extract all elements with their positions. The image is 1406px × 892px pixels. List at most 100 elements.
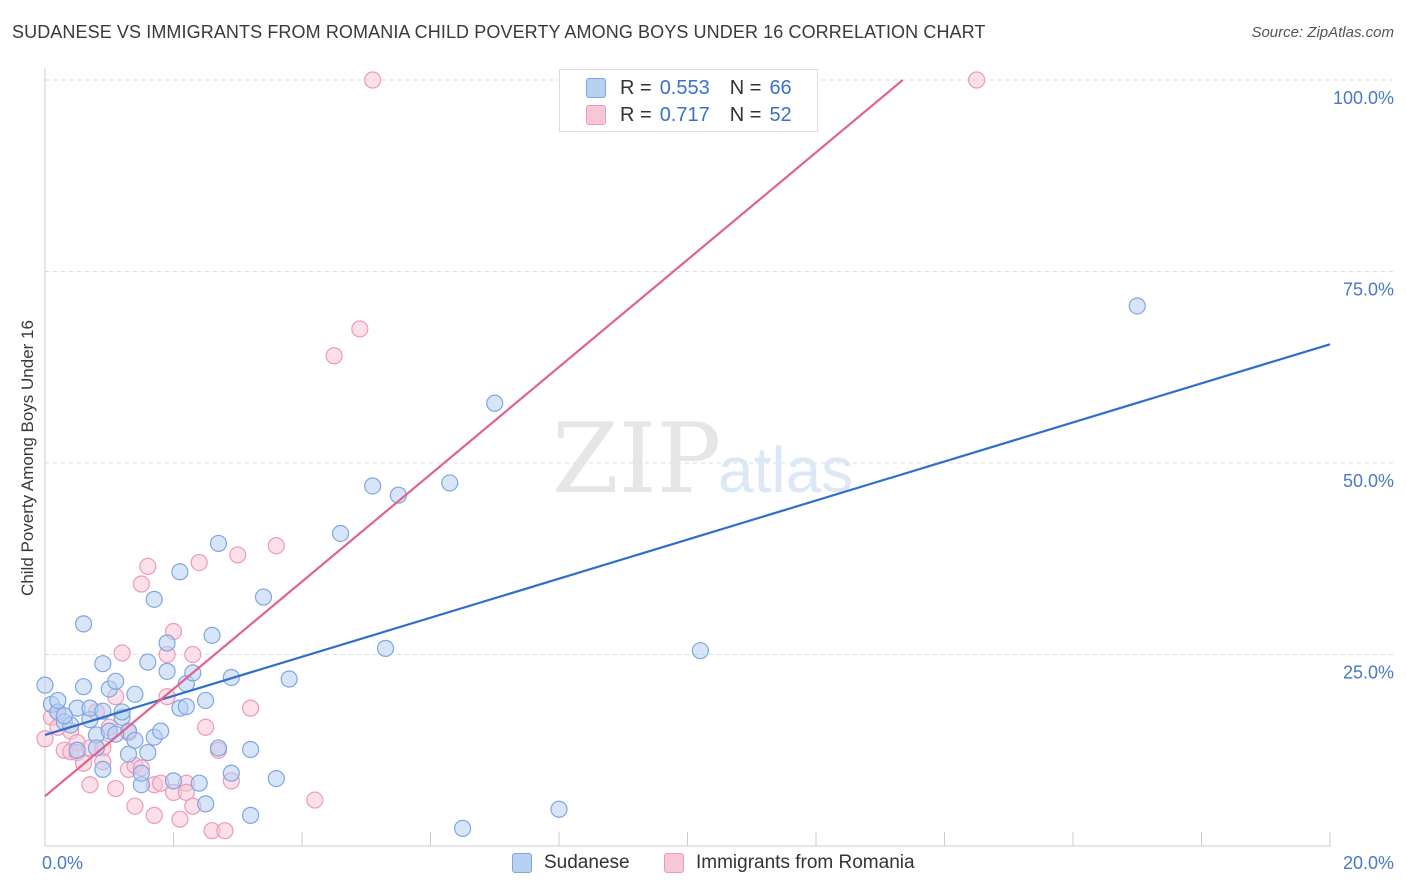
legend-r-label: R = [620,76,652,99]
y-tick-label: 25.0% [1343,663,1394,683]
sudanese-point [486,394,504,412]
sudanese-point [1128,297,1146,315]
sudanese-point [158,662,176,680]
sudanese-point [164,772,183,790]
sudanese-point [197,691,215,710]
romania-point [184,645,202,664]
y-axis-label: Child Poverty Among Boys Under 16 [18,320,37,596]
romania-point [968,71,986,89]
sudanese-legend-label: Sudanese [544,852,630,873]
x-tick-label: 0.0% [42,853,83,873]
sudanese-point [691,642,709,660]
sudanese-point [203,626,221,644]
romania-point [190,553,208,572]
romania-point [126,797,144,815]
romania-point [113,644,131,662]
chart-source: Source: ZipAtlas.com [1251,24,1394,41]
sudanese-point [94,760,112,779]
sudanese-point [364,477,382,495]
sudanese-point [280,670,298,688]
sudanese-point [36,676,54,694]
sudanese-point [254,588,273,606]
trend-lines [44,79,1331,798]
sudanese-point [107,725,125,743]
sudanese-point [126,685,144,703]
sudanese-point [152,722,170,740]
sudanese-legend-swatch [512,853,532,873]
sudanese-point [126,731,144,749]
romania-point [177,783,195,801]
legend-r-value: 0.553 [659,76,710,99]
sudanese-point [177,697,195,716]
stats-legend: R = 0.553 N = 66 R = 0.717 N = 52 [559,69,818,132]
legend-r-value: 0.717 [659,103,710,126]
sudanese-point [441,474,459,492]
legend-n-label: N = [729,103,762,126]
sudanese-point [331,524,350,543]
legend-r-label: R = [620,103,652,126]
romania-point [351,320,369,338]
sudanese-point [242,740,260,759]
sudanese-point [132,764,150,782]
sudanese-point [158,634,176,652]
sudanese-point [171,563,189,581]
sudanese-point [139,653,157,671]
sudanese-points [36,297,1146,837]
legend-item-romania[interactable]: Immigrants from Romania [664,852,915,874]
romania-point [267,537,285,555]
romania-legend-swatch [664,853,684,873]
sudanese-point [74,615,93,633]
romania-point [229,546,247,564]
watermark-zip: ZIP [552,403,721,515]
legend-row-romania: R = 0.717 N = 52 [586,103,792,127]
sudanese-point [94,655,112,673]
romania-point [197,718,215,736]
sudanese-point [242,806,260,824]
sudanese-point [139,743,157,762]
romania-point [325,347,343,365]
sudanese-point [55,707,73,725]
sudanese-point [49,691,67,710]
sudanese-point [197,795,215,813]
sudanese-point [209,739,228,757]
watermark: ZIP atlas [552,403,853,515]
romania-legend-label: Immigrants from Romania [696,852,915,873]
legend-item-sudanese[interactable]: Sudanese [512,852,630,874]
sudanese-point [222,764,240,782]
sudanese-point [267,769,285,788]
romania-point [107,779,125,798]
grid-lines [45,79,1395,655]
romania-point [81,776,99,794]
sudanese-point [376,639,395,657]
romania-trend-line [44,79,904,798]
legend-row-sudanese: R = 0.553 N = 66 [586,76,792,100]
tick-labels: 25.0% 50.0% 75.0% 100.0% 0.0% 20.0% [42,88,1394,873]
romania-point [171,810,189,828]
romania-swatch [586,105,606,125]
sudanese-point [454,819,472,837]
sudanese-trend-line [44,343,1331,736]
sudanese-point [68,741,86,759]
romania-point [242,699,260,717]
chart-title: SUDANESE VS IMMIGRANTS FROM ROMANIA CHIL… [12,22,986,42]
legend-n-label: N = [729,76,762,99]
romania-point [364,71,382,89]
sudanese-point [107,672,125,690]
sudanese-point [145,590,163,608]
sudanese-point [190,774,208,792]
legend-n-value: 52 [769,103,792,126]
sudanese-point [209,534,228,553]
romania-point [139,557,157,576]
y-tick-label: 75.0% [1343,280,1394,300]
y-tick-label: 100.0% [1333,88,1394,108]
sudanese-point [119,745,138,763]
romania-point [216,822,234,840]
x-tick-label: 20.0% [1343,853,1394,873]
legend-n-value: 66 [769,76,792,99]
romania-point [306,791,324,809]
romania-point [145,806,163,824]
romania-point [158,688,176,706]
sudanese-point [550,800,568,818]
romania-point [132,575,150,593]
